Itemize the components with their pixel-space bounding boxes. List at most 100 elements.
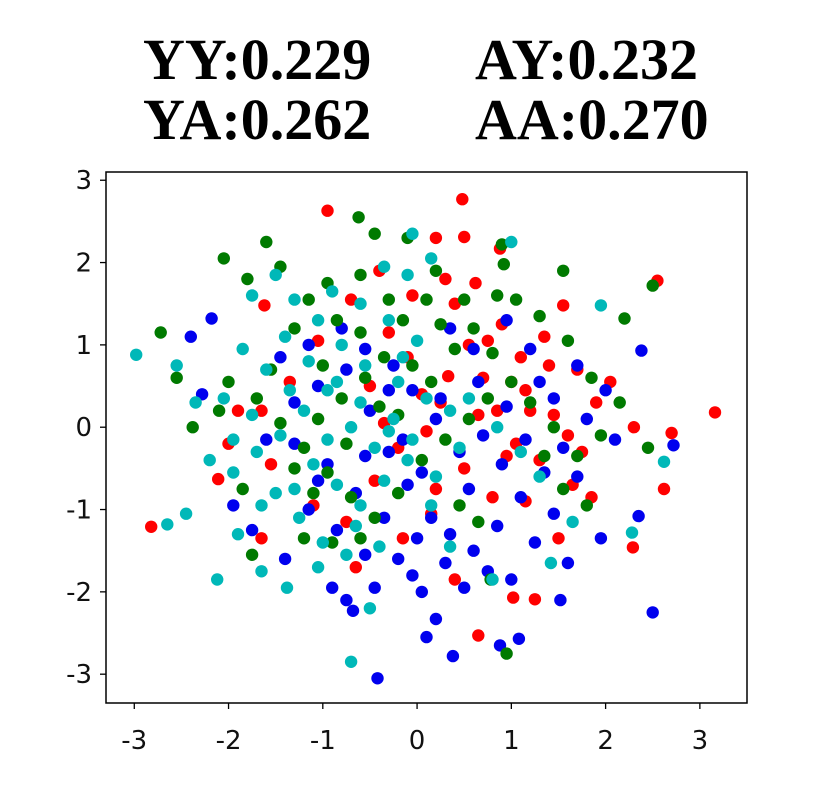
scatter-point-series-3 [401, 453, 414, 467]
x-tick-label: 3 [692, 726, 709, 756]
scatter-point-series-0 [231, 404, 245, 417]
scatter-point-series-0 [264, 458, 278, 471]
scatter-point-series-1 [443, 322, 457, 335]
scatter-point-series-0 [514, 351, 527, 364]
scatter-point-series-3 [420, 392, 433, 405]
scatter-point-series-0 [657, 482, 671, 496]
scatter-point-series-1 [514, 491, 527, 504]
scatter-point-series-2 [524, 396, 537, 409]
scatter-point-series-1 [382, 384, 395, 397]
scatter-point-series-2 [326, 536, 339, 549]
scatter-point-series-0 [258, 299, 271, 312]
scatter-point-series-2 [585, 371, 598, 384]
scatter-point-series-0 [472, 629, 485, 642]
scatter-point-series-1 [274, 351, 287, 364]
scatter-point-series-1 [368, 581, 381, 594]
scatter-point-series-2 [250, 392, 263, 405]
scatter-point-series-0 [552, 532, 565, 545]
scatter-point-series-2 [297, 441, 311, 454]
scatter-point-series-0 [442, 370, 455, 383]
scatter-point-series-2 [415, 453, 428, 467]
scatter-point-series-1 [524, 342, 537, 356]
scatter-point-series-2 [354, 532, 367, 545]
x-tick-label: 2 [597, 726, 614, 756]
scatter-point-series-1 [599, 384, 612, 397]
scatter-point-series-1 [326, 581, 339, 594]
scatter-point-series-2 [307, 486, 320, 500]
scatter-point-series-2 [439, 433, 452, 446]
scatter-point-series-0 [311, 334, 325, 347]
scatter-point-series-3 [425, 499, 438, 512]
scatter-point-series-1 [359, 342, 372, 356]
scatter-point-series-2 [311, 412, 325, 426]
scatter-point-series-1 [359, 449, 372, 463]
scatter-point-series-3 [250, 445, 263, 459]
scatter-point-series-1 [184, 330, 197, 343]
scatter-point-series-2 [613, 396, 626, 409]
x-tick-label: -1 [310, 726, 336, 756]
scatter-point-series-3 [340, 548, 353, 561]
scatter-point-series-0 [542, 359, 556, 372]
scatter-point-series-2 [396, 314, 410, 327]
scatter-point-series-2 [538, 449, 551, 463]
scatter-point-series-3 [311, 561, 325, 574]
scatter-point-series-0 [469, 276, 482, 290]
x-tick-label: -3 [121, 726, 147, 756]
scatter-point-series-2 [462, 412, 476, 426]
scatter-point-series-3 [491, 421, 504, 434]
scatter-point-series-0 [429, 231, 443, 245]
scatter-point-series-3 [533, 470, 546, 483]
scatter-point-series-2 [594, 429, 608, 442]
scatter-point-series-1 [495, 458, 509, 471]
scatter-point-series-3 [377, 474, 391, 487]
scatter-point-series-3 [354, 396, 367, 409]
scatter-point-series-2 [354, 268, 367, 282]
scatter-point-series-0 [349, 561, 362, 574]
scatter-point-series-1 [425, 511, 438, 524]
scatter-point-series-1 [406, 569, 419, 582]
scatter-point-series-1 [410, 532, 424, 545]
scatter-point-series-1 [491, 519, 504, 533]
scatter-point-series-3 [245, 289, 259, 302]
metric-ay: AY:0.232 [475, 27, 698, 92]
scatter-point-series-2 [316, 359, 329, 372]
scatter-point-series-2 [557, 482, 570, 496]
scatter-point-series-3 [396, 351, 410, 364]
y-tick-label: -2 [66, 578, 92, 608]
scatter-point-series-3 [269, 268, 282, 282]
scatter-point-series-3 [189, 396, 202, 409]
scatter-point-series-2 [321, 466, 334, 479]
scatter-point-series-0 [557, 299, 570, 312]
scatter-point-series-2 [288, 462, 301, 475]
scatter-point-series-3 [382, 314, 395, 327]
scatter-point-series-3 [217, 392, 230, 405]
scatter-point-series-1 [371, 672, 384, 685]
scatter-point-series-3 [566, 515, 579, 529]
scatter-point-series-1 [512, 632, 526, 645]
scatter-point-series-1 [396, 433, 410, 446]
scatter-point-series-3 [130, 348, 143, 361]
scatter-point-series-2 [382, 293, 395, 306]
scatter-point-series-2 [497, 258, 510, 271]
scatter-point-series-2 [368, 511, 381, 524]
scatter-point-series-1 [340, 363, 353, 376]
scatter-point-series-2 [425, 375, 438, 389]
scatter-point-series-1 [505, 573, 518, 586]
scatter-point-series-3 [453, 441, 466, 454]
scatter-point-series-3 [245, 408, 259, 422]
scatter-point-series-1 [594, 532, 608, 545]
scatter-point-series-2 [373, 400, 386, 413]
scatter-point-series-0 [458, 462, 471, 475]
scatter-point-series-2 [352, 211, 365, 224]
scatter-point-series-3 [505, 235, 518, 249]
scatter-point-series-1 [311, 379, 325, 393]
scatter-point-series-2 [641, 441, 655, 454]
scatter-point-series-1 [472, 375, 485, 389]
scatter-point-series-0 [212, 472, 225, 486]
scatter-point-series-2 [241, 272, 254, 286]
scatter-point-series-2 [429, 264, 443, 277]
scatter-point-series-1 [476, 429, 490, 442]
scatter-point-series-3 [354, 297, 367, 310]
scatter-point-series-1 [580, 412, 593, 426]
